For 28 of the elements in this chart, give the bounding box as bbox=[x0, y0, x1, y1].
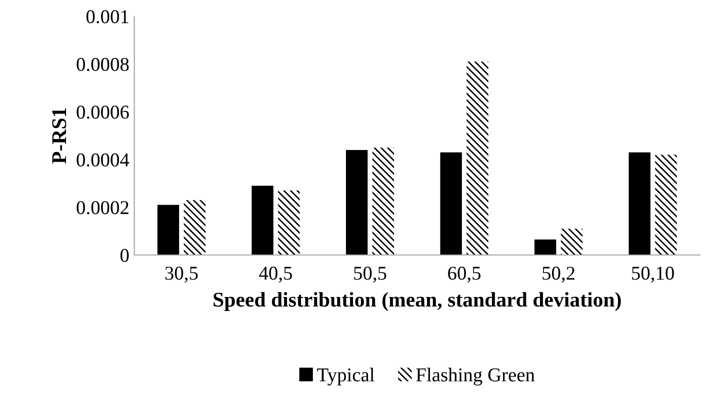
bar bbox=[278, 190, 300, 255]
x-tick-label: 60,5 bbox=[448, 266, 481, 283]
bar bbox=[560, 228, 583, 255]
y-axis-title: P-RS1 bbox=[52, 108, 66, 164]
y-tick-label: 0 bbox=[120, 248, 129, 262]
x-tick-label: 30,5 bbox=[165, 266, 198, 283]
x-tick-label: 50,2 bbox=[542, 266, 574, 283]
bar bbox=[655, 154, 677, 255]
y-tick-label: 0.0002 bbox=[76, 201, 128, 214]
y-tick-label: 0.0008 bbox=[76, 58, 129, 72]
bar bbox=[466, 62, 488, 255]
bar bbox=[252, 186, 274, 255]
x-tick-label: 50,10 bbox=[632, 266, 674, 283]
y-tick-label: 0.0006 bbox=[76, 106, 129, 119]
x-tick-label: 50,5 bbox=[354, 266, 386, 283]
bar bbox=[157, 204, 180, 255]
bar bbox=[534, 239, 556, 255]
x-axis-title: Speed distribution (mean, standard deviation) bbox=[214, 292, 621, 311]
bar bbox=[372, 148, 394, 255]
bar bbox=[184, 200, 206, 255]
legend-label: Typical bbox=[317, 368, 374, 386]
legend-label: Flashing Green bbox=[416, 368, 535, 386]
x-tick-label: 40,5 bbox=[259, 266, 292, 283]
bar bbox=[628, 152, 650, 255]
y-tick-label: 0.001 bbox=[86, 10, 128, 24]
bar bbox=[346, 150, 368, 255]
bar bbox=[440, 152, 462, 255]
y-tick-label: 0.0004 bbox=[76, 153, 130, 167]
